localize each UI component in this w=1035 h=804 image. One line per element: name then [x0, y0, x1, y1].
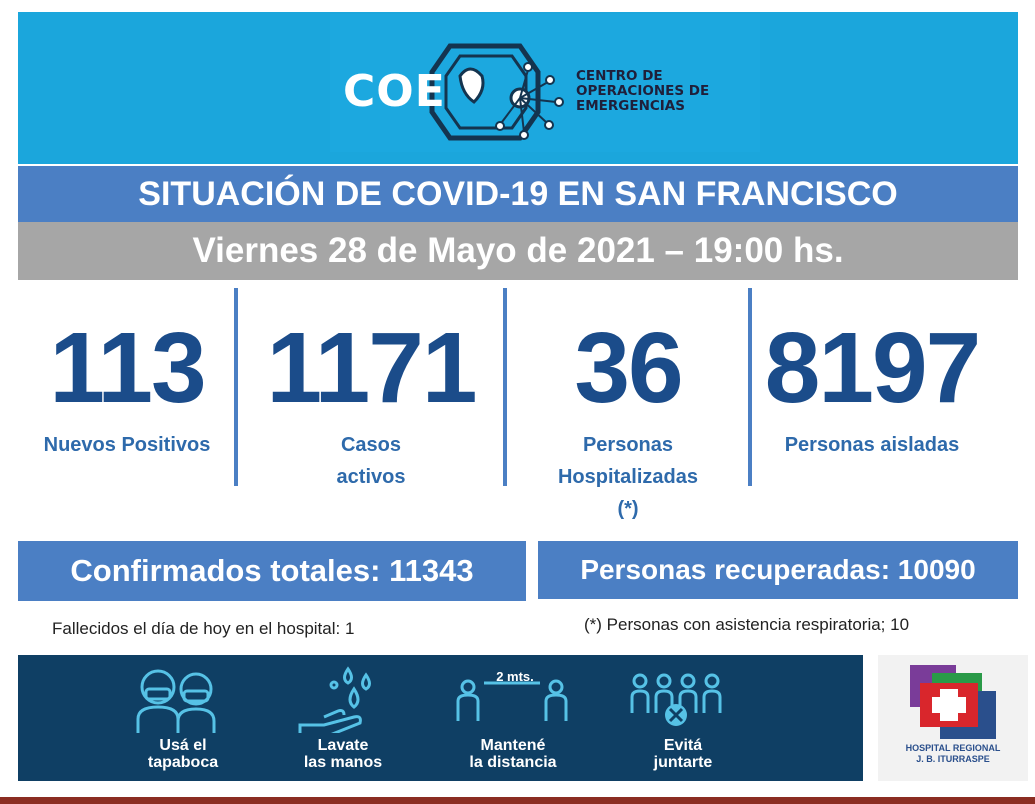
org-line: CENTRO DE: [576, 68, 663, 84]
stat-divider: [234, 288, 238, 486]
prevention-label-line: Lavate: [317, 737, 369, 754]
prevention-label-mask: Usá el tapaboca: [108, 737, 258, 771]
hand-wash-icon: [298, 666, 371, 733]
stat-label-line: (*): [617, 498, 639, 520]
prevention-label-line: Mantené: [480, 737, 546, 754]
prevention-label-distance: Mantené la distancia: [438, 737, 588, 771]
active-cases-value: 1171: [266, 312, 478, 424]
hospitalized-label: Personas Hospitalizadas (*): [510, 429, 746, 525]
isolated-value: 8197: [764, 312, 981, 424]
prevention-label-line: la distancia: [469, 754, 557, 771]
prevention-label-line: las manos: [303, 754, 383, 771]
no-gathering-icon: [630, 673, 722, 726]
hospital-name: HOSPITAL REGIONAL J. B. ITURRASPE: [878, 743, 1028, 765]
coe-logo-text: COE: [343, 66, 446, 117]
coe-shield-icon: [429, 43, 564, 141]
report-date: Viernes 28 de Mayo de 2021 – 19:00 hs.: [18, 222, 1018, 280]
report-title: SITUACIÓN DE COVID-19 EN SAN FRANCISCO: [18, 166, 1018, 222]
stat-divider: [503, 288, 507, 486]
respiratory-note: (*) Personas con asistencia respiratoria…: [584, 615, 910, 634]
prevention-label-line: tapaboca: [147, 754, 219, 771]
hospital-name-line: HOSPITAL REGIONAL: [905, 743, 1001, 753]
stat-label-line: Casos: [340, 434, 402, 456]
stat-label-line: Personas: [582, 434, 674, 456]
hospital-logo: HOSPITAL REGIONAL J. B. ITURRASPE: [878, 655, 1028, 781]
active-cases-label: Casos activos: [240, 429, 502, 493]
prevention-band: Usá el tapaboca Lavate las manos 2 mts. …: [18, 655, 863, 781]
org-name: CENTRO DE OPERACIONES DE EMERGENCIAS: [576, 69, 709, 114]
prevention-label-gathering: Evitá juntarte: [608, 737, 758, 771]
deaths-note: Fallecidos el día de hoy en el hospital:…: [52, 619, 355, 638]
new-positives-value: 113: [49, 312, 206, 424]
distance-label: 2 mts.: [496, 669, 534, 684]
stat-label-line: Hospitalizadas: [557, 466, 699, 488]
mask-people-icon: [136, 669, 216, 733]
hospital-name-line: J. B. ITURRASPE: [916, 754, 990, 764]
distance-icon: [456, 679, 568, 721]
hospital-cross-icon: [910, 665, 996, 739]
hospitalized-value: 36: [574, 312, 683, 424]
org-line: EMERGENCIAS: [576, 98, 685, 114]
new-positives-label: Nuevos Positivos: [20, 429, 234, 461]
stat-divider: [748, 288, 752, 486]
prevention-label-line: juntarte: [653, 754, 713, 771]
recovered-total-box: Personas recuperadas: 10090: [538, 541, 1018, 599]
stat-label-line: activos: [336, 466, 406, 488]
isolated-label: Personas aisladas: [752, 429, 992, 461]
prevention-label-line: Evitá: [663, 737, 703, 754]
stat-label-line: Nuevos Positivos: [43, 434, 211, 456]
org-line: OPERACIONES DE: [576, 83, 710, 99]
confirmed-total-box: Confirmados totales: 11343: [18, 541, 526, 601]
stat-label-line: Personas aisladas: [784, 434, 960, 456]
prevention-label-line: Usá el: [159, 737, 207, 754]
prevention-label-wash: Lavate las manos: [268, 737, 418, 771]
bottom-rule: [0, 797, 1035, 804]
